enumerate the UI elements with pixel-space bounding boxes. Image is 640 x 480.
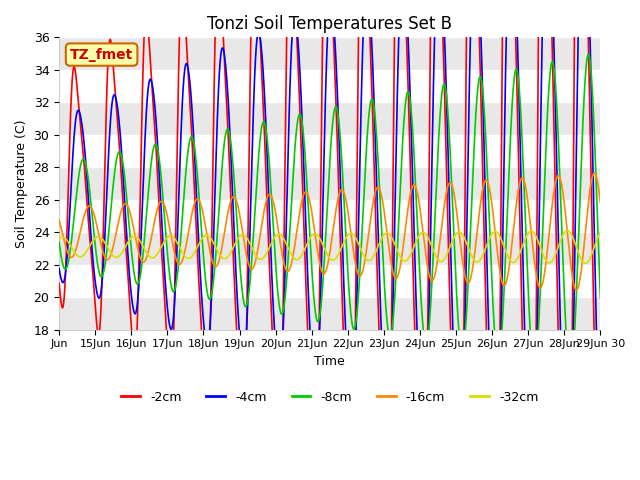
Legend: -2cm, -4cm, -8cm, -16cm, -32cm: -2cm, -4cm, -8cm, -16cm, -32cm (116, 385, 543, 408)
-16cm (392, 276, 400, 281)
-16cm (572, 287, 580, 293)
-32cm (207, 235, 214, 240)
-8cm (545, 84, 553, 90)
Bar (59, 102, 600, 135)
-16cm (596, 198, 604, 204)
-32cm (545, 260, 553, 266)
-8cm (383, 311, 390, 317)
-2cm (207, 324, 214, 330)
-4cm (383, 416, 390, 421)
Bar (59, 232, 600, 265)
Bar (59, 37, 600, 70)
-8cm (566, 371, 574, 377)
-16cm (383, 225, 390, 231)
-2cm (55, 281, 63, 287)
Line: -2cm: -2cm (59, 0, 600, 480)
-4cm (172, 290, 179, 296)
Line: -16cm: -16cm (59, 173, 600, 290)
Line: -32cm: -32cm (59, 230, 600, 264)
-32cm (392, 244, 400, 250)
-4cm (596, 464, 604, 469)
Line: -4cm: -4cm (59, 0, 600, 480)
Y-axis label: Soil Temperature (C): Soil Temperature (C) (15, 119, 28, 248)
Text: TZ_fmet: TZ_fmet (70, 48, 133, 61)
-8cm (207, 296, 214, 301)
-16cm (596, 200, 604, 205)
-4cm (207, 318, 214, 324)
-16cm (545, 232, 553, 238)
-16cm (591, 170, 598, 176)
-32cm (383, 230, 390, 236)
-32cm (596, 229, 604, 235)
-32cm (563, 228, 571, 233)
-4cm (55, 265, 63, 271)
-8cm (584, 51, 592, 57)
-32cm (596, 230, 604, 236)
-8cm (596, 291, 604, 297)
X-axis label: Time: Time (314, 355, 345, 368)
-32cm (582, 261, 589, 266)
-8cm (55, 239, 63, 245)
Title: Tonzi Soil Temperatures Set B: Tonzi Soil Temperatures Set B (207, 15, 452, 33)
Bar (59, 297, 600, 330)
-4cm (596, 460, 604, 466)
-2cm (172, 264, 179, 269)
Line: -8cm: -8cm (59, 54, 600, 374)
-8cm (172, 286, 179, 292)
-32cm (55, 236, 63, 241)
-8cm (596, 295, 604, 301)
-16cm (172, 252, 179, 258)
-16cm (55, 217, 63, 223)
-8cm (392, 275, 400, 281)
Bar (59, 168, 600, 200)
-16cm (207, 251, 214, 256)
-32cm (172, 236, 179, 242)
-4cm (392, 161, 400, 167)
